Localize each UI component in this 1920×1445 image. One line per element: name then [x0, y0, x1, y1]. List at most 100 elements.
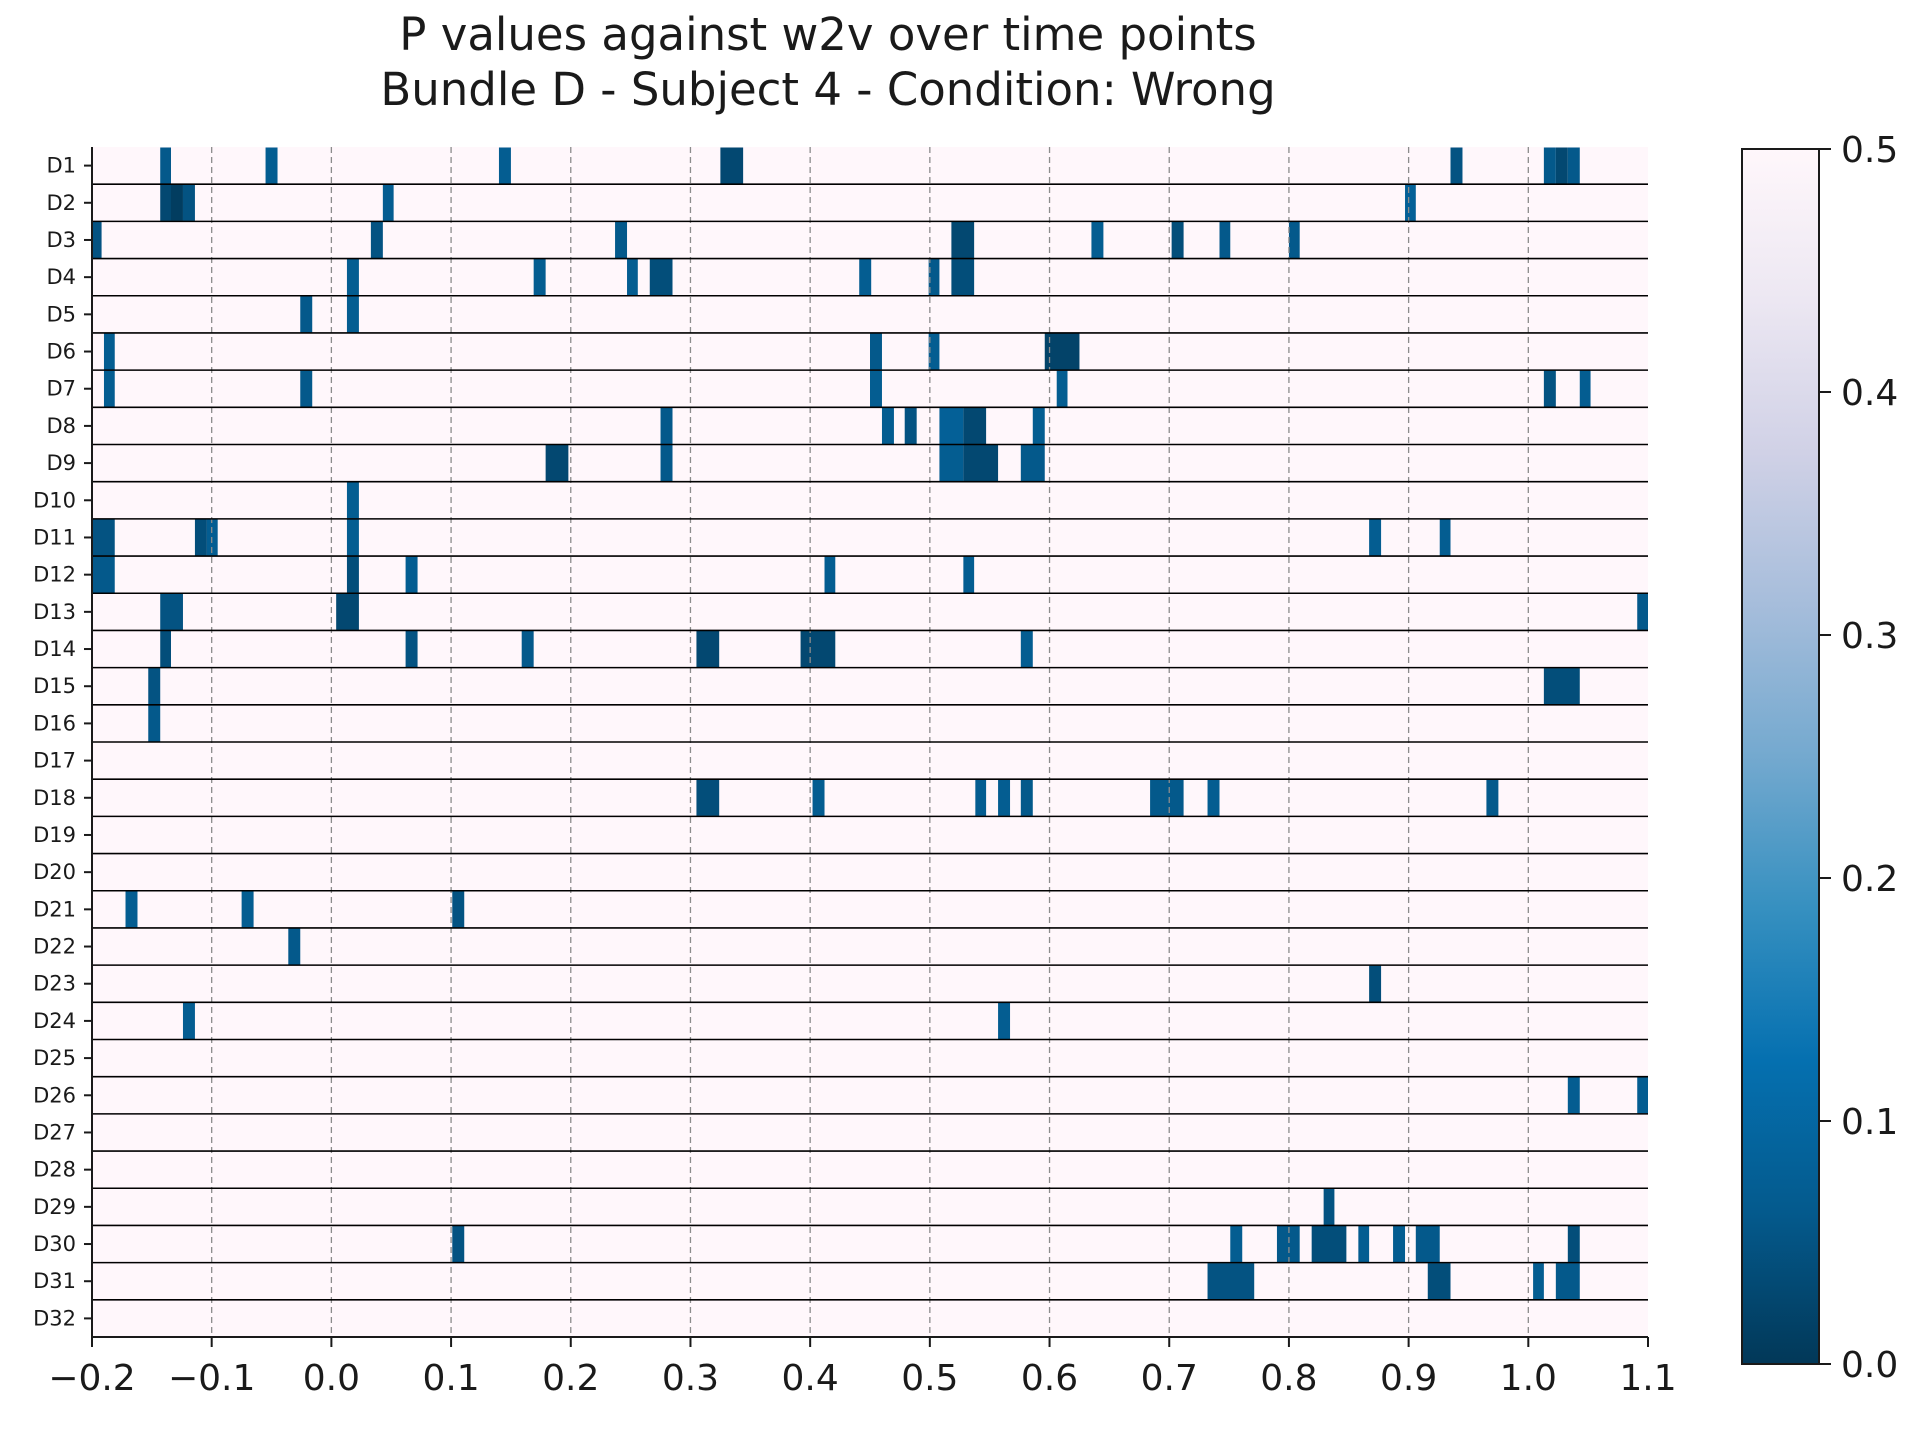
heatmap-cell [346, 296, 359, 333]
heatmap-cell [241, 891, 254, 928]
y-tick-label: D13 [33, 600, 76, 624]
heatmap-cell [800, 630, 836, 668]
heatmap-cell [1369, 965, 1382, 1002]
x-tick-label: 0.2 [542, 1358, 599, 1399]
y-tick-label: D19 [33, 823, 76, 847]
y-tick-label: D12 [33, 563, 76, 587]
y-tick-label: D7 [46, 377, 76, 401]
heatmap-cell [92, 221, 102, 259]
heatmap-cell [1311, 1225, 1347, 1263]
y-tick-label: D8 [46, 414, 76, 438]
heatmap-cell [1637, 1077, 1648, 1114]
heatmap-cell [346, 519, 359, 556]
y-tick-label: D11 [33, 525, 76, 549]
heatmap-cell [1567, 1077, 1580, 1114]
heatmap-cell [928, 259, 940, 296]
heatmap-cell [1450, 147, 1463, 184]
heatmap-cell [649, 259, 673, 296]
y-tick-label: D6 [46, 340, 76, 364]
colorbar-tick-label: 0.0 [1841, 1345, 1898, 1386]
heatmap-cell [125, 891, 138, 928]
y-tick-label: D30 [33, 1232, 76, 1256]
heatmap-cell [1567, 147, 1580, 184]
x-tick-label: 1.1 [1619, 1358, 1676, 1399]
heatmap-cell [1358, 1225, 1370, 1263]
heatmap-cell [1323, 1188, 1335, 1225]
heatmap-cell [1533, 1263, 1544, 1300]
x-tick-label: 0.6 [1021, 1358, 1078, 1399]
heatmap-cell [1171, 221, 1184, 259]
x-tick-label: 0.7 [1141, 1358, 1198, 1399]
y-tick-label: D23 [33, 972, 76, 996]
heatmap-cell [1427, 1263, 1451, 1300]
heatmap-cell [1555, 1263, 1580, 1300]
heatmap-cell [103, 370, 115, 407]
heatmap-cell [627, 259, 638, 296]
heatmap-cell [975, 779, 987, 816]
y-tick-label: D1 [46, 154, 76, 178]
y-tick-label: D22 [33, 935, 76, 959]
heatmap-cell [1555, 147, 1568, 184]
heatmap-cell [160, 147, 171, 184]
heatmap-cell [859, 259, 872, 296]
heatmap-cell [1056, 370, 1068, 407]
heatmap-cell [452, 1225, 465, 1263]
heatmap-cell [148, 668, 161, 705]
colorbar-tick-label: 0.3 [1841, 616, 1898, 657]
heatmap-cell [346, 556, 359, 593]
heatmap-cell [405, 630, 418, 668]
heatmap-cell [92, 556, 115, 593]
x-tick-label: 0.3 [662, 1358, 719, 1399]
heatmap-cell [452, 891, 465, 928]
heatmap-cell [660, 445, 673, 482]
heatmap-cell [336, 593, 359, 630]
heatmap-cell [182, 184, 195, 221]
heatmap-cell [881, 407, 894, 444]
heatmap-cell [660, 407, 673, 444]
heatmap-cell [288, 928, 301, 965]
y-tick-label: D18 [33, 786, 76, 810]
y-tick-label: D10 [33, 488, 76, 512]
heatmap-cell [1543, 370, 1556, 407]
heatmap-cell [812, 779, 825, 816]
heatmap-cell [382, 184, 394, 221]
heatmap-cell [720, 147, 744, 184]
plot-area: D1 D2 D3 D4 D5 D6 D7 D8 D9 D10 D11 D12 D13 D14 D15 D16 D… [33, 147, 1677, 1399]
heatmap-cell [1207, 1263, 1255, 1300]
y-tick-label: D5 [46, 302, 76, 326]
x-tick-label: 0.1 [422, 1358, 479, 1399]
y-tick-label: D26 [33, 1083, 76, 1107]
x-tick-label: 0.9 [1380, 1358, 1437, 1399]
heatmap-cell [1276, 1225, 1300, 1263]
heatmap-cell [1020, 779, 1033, 816]
y-tick-label: D27 [33, 1120, 76, 1144]
heatmap-cell [300, 296, 313, 333]
y-tick-label: D3 [46, 228, 76, 252]
y-tick-label: D20 [33, 860, 76, 884]
y-tick-label: D28 [33, 1158, 76, 1182]
heatmap-cell [870, 333, 882, 370]
y-tick-label: D32 [33, 1306, 76, 1330]
heatmap-cell [405, 556, 418, 593]
heatmap-cell [1219, 221, 1231, 259]
heatmap-cell [103, 333, 115, 370]
colorbar-tick-label: 0.1 [1841, 1102, 1898, 1143]
heatmap-cell [824, 556, 836, 593]
heatmap-cell [370, 221, 383, 259]
heatmap-cell [1044, 333, 1080, 370]
heatmap-cell [963, 407, 987, 444]
heatmap-cell [939, 407, 964, 444]
x-tick-label: 0.8 [1260, 1358, 1317, 1399]
colorbar-tick-label: 0.2 [1841, 859, 1898, 900]
heatmap-cell [1032, 407, 1045, 444]
heatmap-cell [904, 407, 917, 444]
x-tick-label: 0.4 [782, 1358, 839, 1399]
colorbar-tick-label: 0.5 [1841, 130, 1898, 171]
heatmap-cell [1369, 519, 1382, 556]
heatmap-cell [346, 259, 359, 296]
heatmap-cell [1543, 668, 1580, 705]
heatmap-cell [346, 482, 359, 519]
heatmap-cell [963, 445, 999, 482]
colorbar-gradient [1741, 148, 1820, 1365]
